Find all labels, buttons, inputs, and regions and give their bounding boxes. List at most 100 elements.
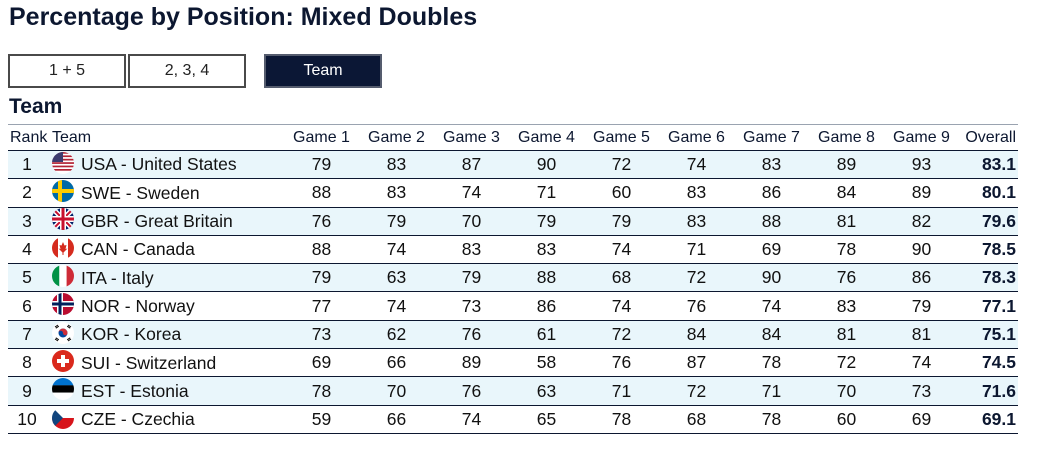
column-header-game-5[interactable]: Game 5 (584, 124, 659, 151)
gbr-flag-icon (52, 208, 74, 231)
table-row: 8 SUI - Switzerland 69 66 89 58 76 87 78 72 74 74.5 (8, 348, 1018, 378)
game-7-cell: 74 (734, 291, 809, 321)
game-9-cell: 81 (884, 320, 959, 350)
game-8-cell: 81 (809, 207, 884, 236)
rank-cell: 6 (8, 291, 52, 321)
team-name[interactable]: USA - United States (81, 154, 237, 175)
table-row: 4 CAN - Canada 88 74 83 83 74 71 69 78 90 78.5 (8, 235, 1018, 265)
game-8-cell: 60 (809, 405, 884, 434)
nor-flag-icon (52, 293, 74, 316)
team-name[interactable]: CAN - Canada (81, 239, 195, 260)
game-9-cell: 82 (884, 207, 959, 236)
team-cell: KOR - Korea (52, 320, 284, 350)
team-name[interactable]: GBR - Great Britain (81, 210, 233, 231)
game-3-cell: 73 (434, 291, 509, 321)
team-name[interactable]: SUI - Switzerland (81, 352, 217, 373)
filter-button-2-3-4[interactable]: 2, 3, 4 (128, 54, 246, 88)
game-8-cell: 78 (809, 235, 884, 265)
game-1-cell: 77 (284, 291, 359, 321)
table-row: 5 ITA - Italy 79 63 79 88 68 72 90 76 86 78.3 (8, 263, 1018, 293)
game-7-cell: 71 (734, 376, 809, 406)
team-name[interactable]: KOR - Korea (81, 324, 182, 345)
team-cell: SWE - Sweden (52, 178, 284, 208)
game-1-cell: 76 (284, 207, 359, 236)
column-header-game-3[interactable]: Game 3 (434, 124, 509, 151)
game-8-cell: 83 (809, 291, 884, 321)
overall-cell: 79.6 (959, 207, 1018, 236)
game-6-cell: 72 (659, 376, 734, 406)
game-3-cell: 74 (434, 178, 509, 208)
column-header-game-4[interactable]: Game 4 (509, 124, 584, 151)
overall-cell: 80.1 (959, 178, 1018, 208)
game-1-cell: 88 (284, 178, 359, 208)
game-6-cell: 83 (659, 178, 734, 208)
team-name[interactable]: ITA - Italy (81, 267, 154, 288)
column-header-overall[interactable]: Overall (959, 124, 1018, 151)
team-name[interactable]: EST - Estonia (81, 380, 189, 401)
rank-cell: 2 (8, 178, 52, 208)
game-7-cell: 84 (734, 320, 809, 350)
filter-button-team[interactable]: Team (264, 54, 382, 88)
game-2-cell: 74 (359, 291, 434, 321)
game-2-cell: 74 (359, 235, 434, 265)
overall-cell: 83.1 (959, 150, 1018, 180)
column-header-game-9[interactable]: Game 9 (884, 124, 959, 151)
game-7-cell: 78 (734, 348, 809, 378)
game-1-cell: 69 (284, 348, 359, 378)
game-4-cell: 86 (509, 291, 584, 321)
game-3-cell: 70 (434, 207, 509, 236)
overall-cell: 77.1 (959, 291, 1018, 321)
game-3-cell: 76 (434, 320, 509, 350)
game-8-cell: 76 (809, 263, 884, 293)
column-header-rank[interactable]: Rank (8, 124, 52, 151)
game-4-cell: 83 (509, 235, 584, 265)
team-name[interactable]: CZE - Czechia (81, 409, 195, 429)
game-1-cell: 79 (284, 150, 359, 180)
game-5-cell: 79 (584, 207, 659, 236)
ita-flag-icon (52, 265, 74, 288)
game-9-cell: 79 (884, 291, 959, 321)
table-body: 1 USA - United States 79 83 87 90 72 74 83 89 93 83… (8, 150, 1018, 434)
game-6-cell: 84 (659, 320, 734, 350)
filter-button-1-5[interactable]: 1 + 5 (8, 54, 126, 88)
column-header-game-7[interactable]: Game 7 (734, 124, 809, 151)
game-8-cell: 84 (809, 178, 884, 208)
game-3-cell: 74 (434, 405, 509, 434)
team-name[interactable]: NOR - Norway (81, 295, 195, 316)
game-5-cell: 68 (584, 263, 659, 293)
game-9-cell: 86 (884, 263, 959, 293)
game-9-cell: 74 (884, 348, 959, 378)
game-3-cell: 76 (434, 376, 509, 406)
rank-cell: 4 (8, 235, 52, 265)
table-row: 2 SWE - Sweden 88 83 74 71 60 83 86 84 89 80.1 (8, 178, 1018, 208)
team-cell: CAN - Canada (52, 235, 284, 265)
game-9-cell: 93 (884, 150, 959, 180)
column-header-team[interactable]: Team (52, 124, 284, 151)
game-7-cell: 69 (734, 235, 809, 265)
rank-cell: 1 (8, 150, 52, 180)
game-7-cell: 78 (734, 405, 809, 434)
game-6-cell: 83 (659, 207, 734, 236)
column-header-game-8[interactable]: Game 8 (809, 124, 884, 151)
game-1-cell: 88 (284, 235, 359, 265)
column-header-game-1[interactable]: Game 1 (284, 124, 359, 151)
sui-flag-icon (52, 349, 74, 372)
game-6-cell: 68 (659, 405, 734, 434)
game-2-cell: 79 (359, 207, 434, 236)
team-name[interactable]: SWE - Sweden (81, 182, 200, 203)
game-4-cell: 58 (509, 348, 584, 378)
game-8-cell: 72 (809, 348, 884, 378)
game-7-cell: 83 (734, 150, 809, 180)
column-header-game-6[interactable]: Game 6 (659, 124, 734, 151)
game-7-cell: 90 (734, 263, 809, 293)
team-cell: CZE - Czechia (52, 405, 284, 434)
team-cell: SUI - Switzerland (52, 348, 284, 378)
game-9-cell: 90 (884, 235, 959, 265)
game-4-cell: 71 (509, 178, 584, 208)
column-header-game-2[interactable]: Game 2 (359, 124, 434, 151)
rank-cell: 9 (8, 376, 52, 406)
game-5-cell: 72 (584, 320, 659, 350)
team-cell: ITA - Italy (52, 263, 284, 293)
game-8-cell: 89 (809, 150, 884, 180)
